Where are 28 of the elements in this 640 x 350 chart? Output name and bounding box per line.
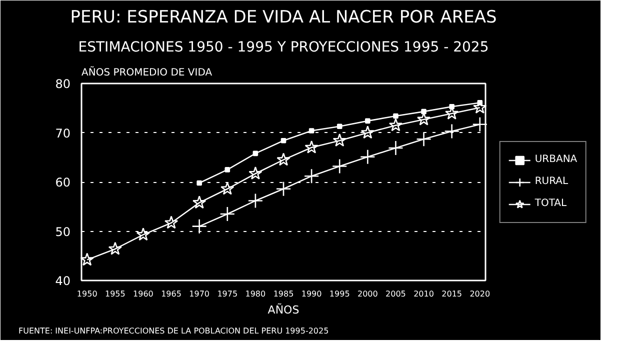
x-tick-label: 1955 xyxy=(104,290,126,298)
x-tick-label: 2010 xyxy=(414,290,434,298)
legend-label: RURAL xyxy=(534,175,568,189)
y-tick-label: 40 xyxy=(55,274,71,288)
x-tick-label: 2005 xyxy=(386,290,406,298)
x-tick-label: 1990 xyxy=(301,290,322,298)
x-tick-label: 1950 xyxy=(76,290,98,298)
x-tick-label: 1980 xyxy=(245,290,266,298)
legend-label: TOTAL xyxy=(534,197,567,211)
x-tick-label: 2020 xyxy=(470,290,490,298)
x-tick-label: 1965 xyxy=(161,290,182,298)
x-tick-label: 1970 xyxy=(189,290,210,298)
x-axis-title: AÑOS xyxy=(268,302,300,316)
x-tick-label: 1960 xyxy=(133,290,154,298)
x-tick-label: 1995 xyxy=(329,290,350,298)
chart-title: PERU: ESPERANZA DE VIDA AL NACER POR AREAS xyxy=(70,8,497,28)
x-tick-label: 2015 xyxy=(442,290,462,298)
chart-subtitle: ESTIMACIONES 1950 - 1995 Y PROYECCIONES 1995 - 2025 xyxy=(78,40,489,56)
x-tick-label: 1975 xyxy=(217,290,238,298)
y-tick-label: 50 xyxy=(55,224,71,239)
source-note: FUENTE: INEI-UNFPA:PROYECCIONES DE LA POBLACION DEL PERU 1995-2025 xyxy=(18,326,329,336)
y-tick-label: 80 xyxy=(55,77,71,91)
y-tick-label: 70 xyxy=(55,126,71,140)
y-tick-label: 60 xyxy=(55,176,71,190)
x-tick-label: 2000 xyxy=(357,290,378,298)
x-tick-label: 1985 xyxy=(273,290,294,298)
legend-label: URBANA xyxy=(534,153,578,167)
y-axis-title: AÑOS PROMEDIO DE VIDA xyxy=(82,66,212,78)
